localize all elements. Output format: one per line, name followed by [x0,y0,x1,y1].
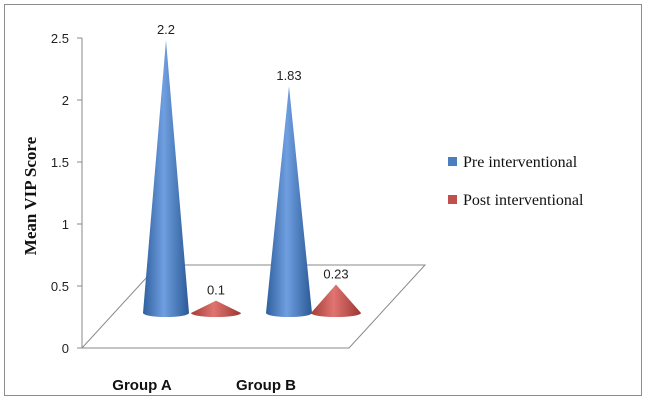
data-label-pre-group-a: 2.2 [157,22,175,37]
legend-swatch-post [448,195,457,204]
data-label-pre-group-b: 1.83 [276,68,301,83]
category-label-group-a: Group A [112,377,172,394]
cone-pre-group-a [143,40,189,317]
y-tick-label: 0.5 [51,279,69,294]
y-tick-label: 2.5 [51,31,69,46]
y-tick-label: 1.5 [51,155,69,170]
legend-label-pre: Pre interventional [463,154,578,171]
y-axis-title: Mean VIP Score [21,136,40,255]
chart-floor [80,264,427,349]
cone-post-group-b [311,284,361,317]
cone-post-group-a [191,300,241,317]
data-label-post-group-a: 0.1 [207,283,225,298]
data-label-post-group-b: 0.23 [323,266,348,281]
y-tick-label: 2 [62,93,69,108]
cone-pre-group-b [266,86,312,317]
category-label-group-b: Group B [236,377,296,394]
legend-label-post: Post interventional [463,192,584,209]
y-tick-label: 0 [62,341,69,356]
legend-swatch-pre [448,157,457,166]
y-tick-label: 1 [62,217,69,232]
